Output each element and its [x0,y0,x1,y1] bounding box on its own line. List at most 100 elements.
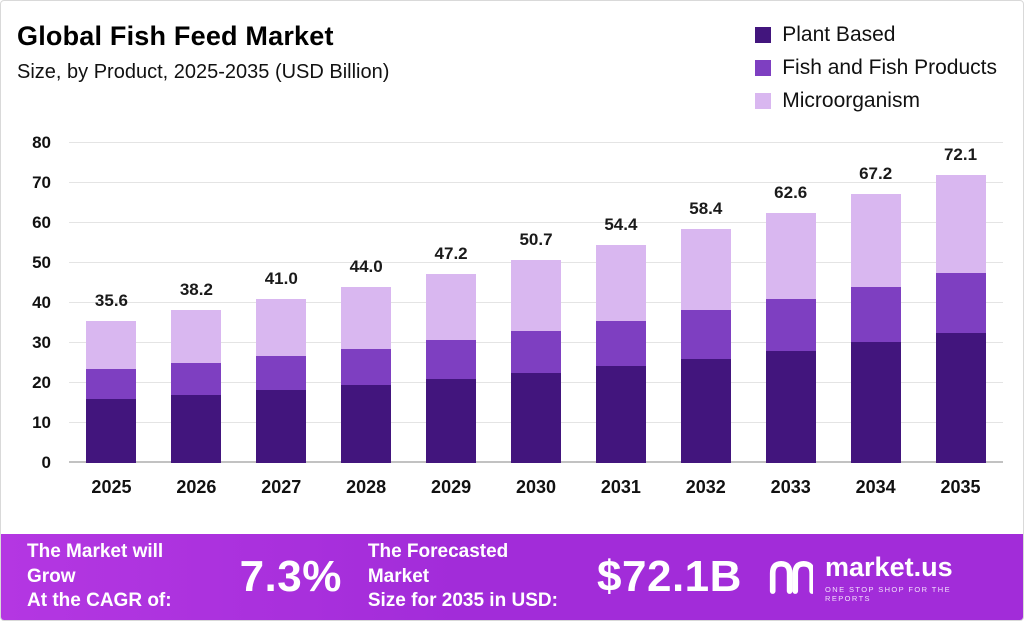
gridline-80 [69,142,1003,143]
bar-stack-2033 [765,212,816,463]
y-tick-label-40: 40 [32,293,51,312]
bar-column-2025: 35.6 2025 [69,143,154,497]
legend-item-fish-products: Fish and Fish Products [755,56,997,80]
bar-segment-2031-fish-and-fish-products [595,321,646,367]
bar-segment-2034-microorganism [850,194,901,288]
bar-stack-2034 [850,194,901,463]
legend-label: Microorganism [782,89,920,112]
bar-stack-2026 [171,310,222,463]
bars-area: 35.6 2025 38.2 2026 41.0 2027 44.0 2028 47.2 2029… [69,143,1003,497]
bar-column-2034: 67.2 2034 [833,143,918,497]
bar-segment-2034-fish-and-fish-products [850,287,901,343]
y-tick-label-80: 80 [32,133,51,152]
bar-total-label-2027: 41.0 [264,269,298,288]
cagr-label-line1: The Market will Grow [27,540,164,587]
x-axis-label-2035: 2035 [940,477,981,497]
bar-segment-2028-plant-based [341,385,392,463]
x-axis-label-2030: 2030 [515,477,557,497]
bar-total-label-2028: 44.0 [349,257,383,276]
bar-segment-2026-microorganism [171,310,222,363]
bar-total-label-2035: 72.1 [943,144,978,164]
page-subtitle: Size, by Product, 2025-2035 (USD Billion… [17,61,390,83]
y-axis: 0 10 20 30 40 50 60 70 80 [7,133,59,472]
cagr-value: 7.3% [239,552,342,601]
bar-column-2027: 41.0 2027 [239,143,324,497]
y-tick-label-20: 20 [32,373,51,392]
x-axis-label-2034: 2034 [855,477,896,497]
bar-column-2029: 47.2 2029 [409,143,494,497]
legend-label: Fish and Fish Products [782,56,997,79]
market-us-logo: market.us ONE STOP SHOP FOR THE REPORTS [768,552,997,603]
gridline-60 [69,222,1003,223]
bar-total-label-2025: 35.6 [94,290,128,310]
bar-segment-2033-plant-based [765,351,816,463]
bar-column-2035: 72.1 2035 [918,143,1003,497]
bar-segment-2028-fish-and-fish-products [341,349,392,385]
bar-segment-2025-microorganism [86,320,137,369]
bar-stack-2025 [86,320,137,463]
legend-swatch-microorganism [755,93,772,109]
bar-segment-2032-plant-based [680,359,731,463]
bar-total-label-2032: 58.4 [689,199,723,219]
forecast-label-line2: Size for 2035 in USD: [367,590,558,612]
forecast-label: The Forecasted Market Size for 2035 in U… [368,540,571,614]
bar-column-2032: 58.4 2032 [663,143,748,497]
bar-total-label-2026: 38.2 [179,280,213,300]
bar-stack-2035 [935,174,986,463]
y-tick-label-10: 10 [32,413,51,432]
title-block: Global Fish Feed Market Size, by Product… [17,21,389,84]
bar-segment-2030-microorganism [510,260,561,331]
bar-segment-2025-fish-and-fish-products [86,369,137,399]
bar-segment-2032-fish-and-fish-products [680,310,731,359]
logo-name: market.us [825,551,953,582]
y-tick-label-60: 60 [32,213,51,232]
bar-total-label-2031: 54.4 [604,215,638,235]
bar-segment-2027-plant-based [256,390,307,463]
plot-area: 35.6 2025 38.2 2026 41.0 2027 44.0 2028 47.2 2029… [69,142,1003,497]
forecast-value: $72.1B [597,552,742,601]
bar-stack-2029 [426,274,477,463]
market-us-logo-icon [769,561,814,594]
bar-segment-2035-fish-and-fish-products [935,273,986,334]
bar-column-2028: 44.0 2028 [324,143,409,497]
bar-column-2026: 38.2 2026 [154,143,239,497]
legend-item-plant-based: Plant Based [755,23,997,47]
bar-stack-2031 [595,245,646,463]
bar-segment-2027-microorganism [256,299,307,357]
stacked-bar-chart: 0 10 20 30 40 50 60 70 80 35.6 2025 38.2 2026 41.0 20… [7,129,1009,507]
bar-segment-2034-plant-based [850,342,901,463]
bar-segment-2029-fish-and-fish-products [426,340,477,379]
bar-stack-2032 [680,229,731,463]
y-tick-label-50: 50 [32,253,51,272]
bar-segment-2031-microorganism [595,245,646,322]
bar-segment-2028-microorganism [341,287,392,349]
bar-segment-2030-fish-and-fish-products [510,331,561,373]
bar-segment-2033-fish-and-fish-products [765,299,816,351]
cagr-label-line2: At the CAGR of: [27,590,172,612]
bar-total-label-2034: 67.2 [859,164,893,184]
bar-stack-2027 [256,299,307,463]
y-tick-label-70: 70 [32,173,51,192]
x-axis-label-2031: 2031 [600,477,641,497]
chart-header: Global Fish Feed Market Size, by Product… [1,1,1023,113]
bar-segment-2029-microorganism [426,274,477,341]
legend-item-microorganism: Microorganism [755,89,997,113]
bar-total-label-2030: 50.7 [519,230,553,250]
footer-banner: The Market will Grow At the CAGR of: 7.3… [1,534,1023,620]
x-axis-label-2025: 2025 [91,477,132,497]
bar-column-2030: 50.7 2030 [494,143,579,497]
bar-column-2031: 54.4 2031 [578,143,663,497]
x-axis-label-2033: 2033 [770,477,811,497]
bar-column-2033: 62.6 2033 [748,143,833,497]
bar-segment-2026-plant-based [171,395,222,463]
legend-swatch-plant-based [755,27,772,43]
bar-stack-2030 [510,260,561,463]
bar-segment-2035-plant-based [935,333,986,463]
bar-segment-2032-microorganism [680,229,731,311]
bar-total-label-2029: 47.2 [434,244,468,264]
x-axis-label-2027: 2027 [261,477,302,497]
x-axis-label-2026: 2026 [176,477,217,497]
legend: Plant Based Fish and Fish Products Micro… [755,23,997,113]
forecast-label-line1: The Forecasted Market [367,540,509,587]
